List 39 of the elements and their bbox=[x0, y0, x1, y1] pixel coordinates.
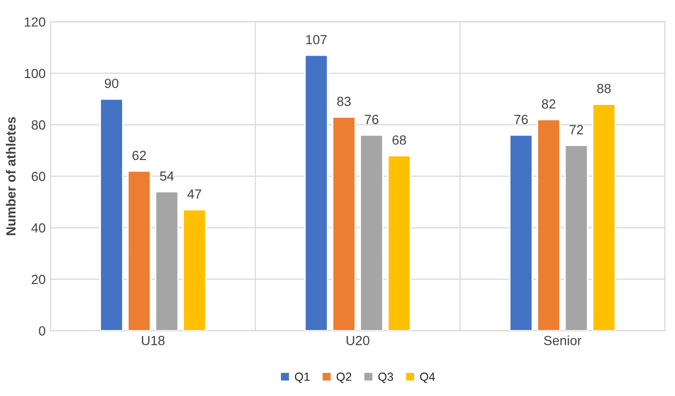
y-tick-label: 80 bbox=[32, 120, 46, 130]
data-label: 47 bbox=[187, 190, 202, 199]
data-label: 76 bbox=[514, 114, 528, 124]
bar bbox=[592, 103, 616, 331]
legend-label: Q2 bbox=[336, 372, 352, 384]
y-tick-label: 20 bbox=[32, 274, 46, 284]
bar bbox=[360, 134, 384, 331]
y-axis-title: Number of athletes bbox=[6, 117, 16, 236]
data-label: 68 bbox=[392, 135, 406, 145]
y-tick-label: 120 bbox=[24, 17, 46, 27]
x-tick-label: U18 bbox=[142, 336, 165, 346]
bar bbox=[182, 208, 206, 331]
data-label: 62 bbox=[132, 150, 146, 160]
data-label: 76 bbox=[364, 114, 378, 124]
data-label: 72 bbox=[570, 125, 583, 134]
bar bbox=[304, 54, 328, 331]
data-label: 90 bbox=[104, 78, 118, 88]
data-label: 54 bbox=[160, 172, 174, 181]
y-tick-label: 100 bbox=[24, 68, 46, 78]
legend-label: Q1 bbox=[294, 372, 310, 384]
data-label: 107 bbox=[306, 34, 327, 44]
bar bbox=[387, 154, 412, 331]
bar bbox=[100, 98, 124, 331]
data-label: 83 bbox=[337, 96, 351, 106]
y-tick-label: 60 bbox=[32, 172, 46, 182]
legend-label: Q3 bbox=[378, 372, 394, 384]
bar bbox=[154, 190, 179, 331]
y-tick-label: 40 bbox=[31, 223, 46, 233]
bar bbox=[127, 170, 152, 331]
bar bbox=[536, 118, 561, 331]
data-label: 88 bbox=[597, 84, 611, 94]
data-label: 82 bbox=[542, 99, 556, 109]
bar bbox=[509, 134, 533, 331]
x-tick-label: U20 bbox=[346, 336, 370, 346]
x-tick-label: Senior bbox=[544, 336, 582, 346]
y-tick-label: 0 bbox=[38, 326, 46, 336]
bar bbox=[332, 116, 356, 331]
bar bbox=[564, 144, 588, 331]
legend-label: Q4 bbox=[420, 372, 435, 384]
